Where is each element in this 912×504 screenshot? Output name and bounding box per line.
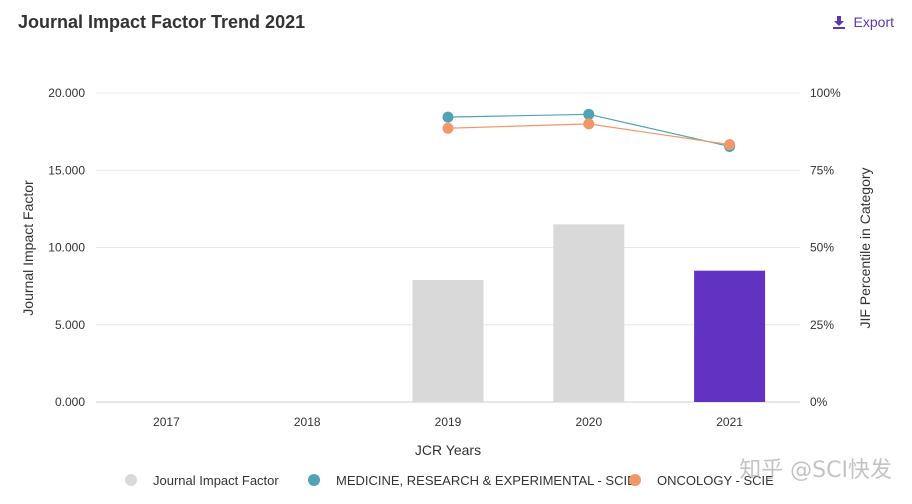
- bar-2020: [553, 224, 625, 402]
- x-tick-label: 2018: [294, 415, 321, 429]
- y2-tick-label: 75%: [810, 163, 834, 177]
- y2-tick-label: 0%: [810, 395, 828, 409]
- series-point-1: [583, 108, 595, 120]
- x-tick-label: 2017: [153, 415, 180, 429]
- x-tick-label: 2021: [716, 415, 743, 429]
- y-tick-label: 0.000: [55, 395, 85, 409]
- x-tick-label: 2020: [575, 415, 602, 429]
- download-icon: [832, 16, 845, 29]
- series-point-2: [442, 122, 454, 134]
- bar-2019: [412, 279, 484, 402]
- y-tick-label: 5.000: [55, 318, 85, 332]
- x-tick-label: 2019: [435, 415, 462, 429]
- legend-label-3: ONCOLOGY - SCIE: [657, 473, 774, 488]
- legend-label-2: MEDICINE, RESEARCH & EXPERIMENTAL - SCIE: [336, 473, 636, 488]
- series-point-2: [724, 139, 736, 151]
- watermark: 知乎 @SCI快发: [739, 458, 892, 483]
- header: Journal Impact Factor Trend 2021 Export: [18, 10, 894, 38]
- y2-tick-label: 100%: [810, 86, 841, 100]
- y-tick-label: 20.000: [48, 86, 85, 100]
- export-button[interactable]: Export: [832, 14, 894, 30]
- y2-tick-label: 25%: [810, 318, 834, 332]
- x-axis-label: JCR Years: [415, 442, 481, 458]
- y2-tick-label: 50%: [810, 241, 834, 255]
- page-title: Journal Impact Factor Trend 2021: [18, 12, 306, 32]
- y-tick-label: 15.000: [48, 163, 85, 177]
- series-point-2: [583, 118, 595, 130]
- export-label: Export: [853, 14, 894, 30]
- y2-axis-label: JIF Percentile in Category: [857, 167, 873, 328]
- legend-label-1: Journal Impact Factor: [153, 473, 279, 488]
- y-axis-label: Journal Impact Factor: [20, 180, 36, 316]
- legend-marker-3: [629, 474, 641, 486]
- series-point-1: [442, 111, 454, 123]
- bar-2021: [694, 270, 766, 402]
- y-tick-label: 10.000: [48, 241, 85, 255]
- legend-marker-1: [125, 474, 137, 486]
- legend-marker-2: [308, 474, 320, 486]
